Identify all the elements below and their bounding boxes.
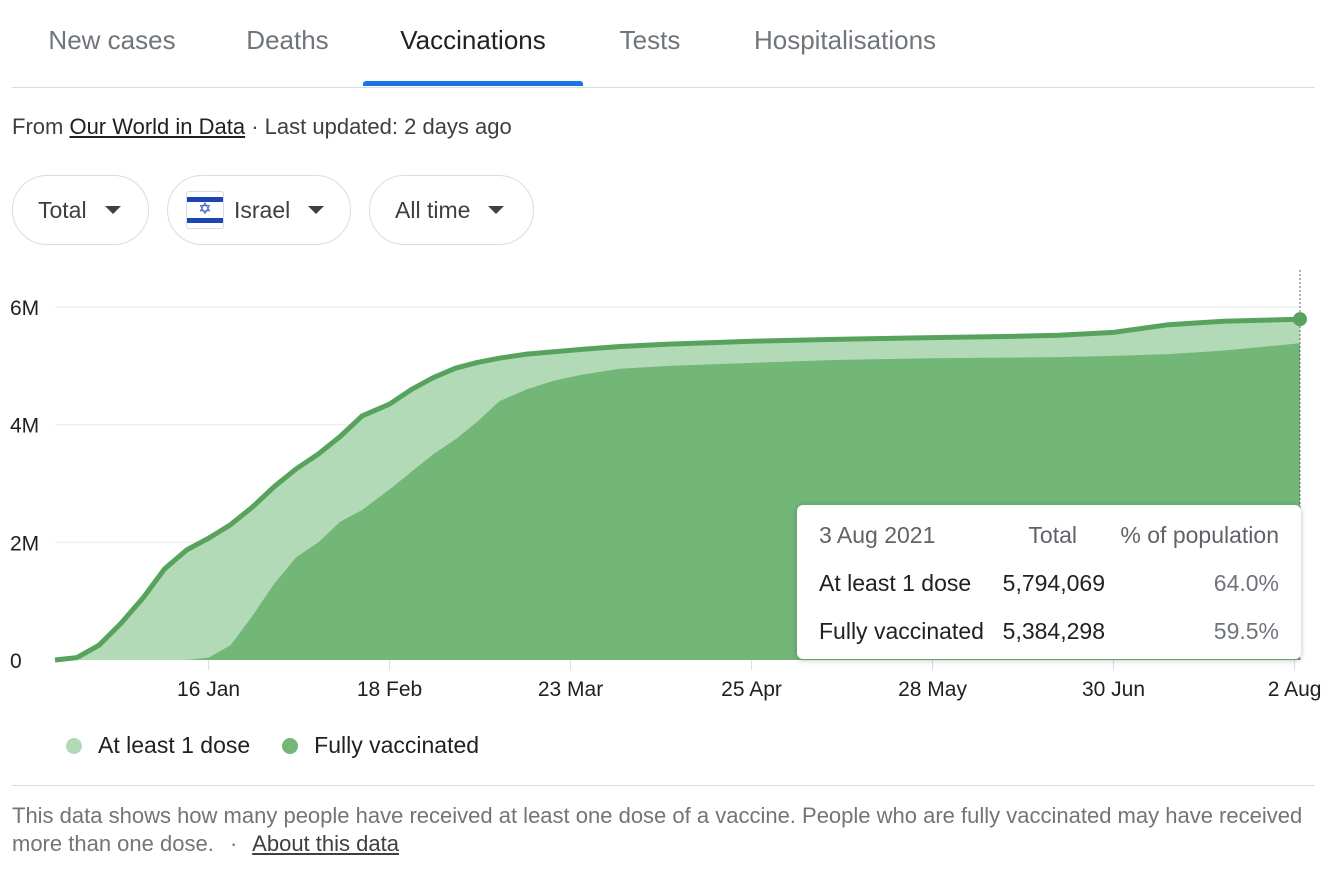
footnote-separator: · [229,831,238,856]
tab-bar: New cases Deaths Vaccinations Tests Hosp… [12,0,1315,88]
tooltip-row-total: 5,794,069 [1002,570,1105,596]
tab-vaccinations[interactable]: Vaccinations [400,25,546,55]
legend-item[interactable]: At least 1 dose [66,732,250,759]
israel-flag-icon: ✡ [186,191,224,229]
caret-down-icon [104,206,121,214]
chart-legend: At least 1 dose Fully vaccinated [66,732,511,759]
x-tick-label: 2 Aug [1268,678,1322,701]
tooltip-row-pct: 64.0% [1213,570,1279,596]
tooltip-row-total: 5,384,298 [1002,618,1105,644]
tab-hospitalisations[interactable]: Hospitalisations [753,25,937,55]
footnote: This data shows how many people have rec… [12,802,1312,858]
caret-down-icon [488,206,505,214]
hover-point[interactable] [1293,312,1307,327]
caret-down-icon [308,206,325,214]
last-updated: · Last updated: 2 days ago [251,114,512,139]
tooltip-row-label: At least 1 dose [819,570,972,596]
x-tick-label: 30 Jun [1082,678,1145,701]
y-tick-label: 0 [10,650,22,673]
legend-label: At least 1 dose [98,732,251,758]
legend-dot-icon [282,737,299,754]
tab-tests[interactable]: Tests [619,25,681,55]
x-tick-label: 18 Feb [357,678,422,701]
active-tab-indicator [363,81,583,86]
legend-item[interactable]: Fully vaccinated [282,732,479,759]
y-tick-label: 4M [10,415,39,438]
legend-dot-icon [66,737,82,754]
x-tick-label: 16 Jan [177,678,240,701]
source-link[interactable]: Our World in Data [69,114,246,139]
source-prefix: From [12,114,64,139]
line-at-least-1-dose [54,316,1301,663]
x-tick-label: 23 Mar [538,678,603,701]
tooltip-row-label: Fully vaccinated [819,618,984,644]
country-label: Israel [234,196,291,223]
metric-dropdown[interactable]: Total [12,175,149,245]
metric-label: Total [38,196,87,223]
tab-deaths[interactable]: Deaths [246,25,329,55]
x-axis-ticks: 16 Jan 18 Feb 23 Mar 25 Apr 28 May 30 Jun 2 Au… [177,660,1322,701]
y-tick-label: 2M [10,532,39,555]
tooltip-col-total: Total [1028,522,1077,548]
y-tick-label: 6M [10,297,39,320]
y-axis-ticks: 0 2M 4M 6M [10,297,39,673]
source-line: From Our World in Data · Last updated: 2… [12,114,512,140]
divider [12,785,1315,786]
tooltip-row-pct: 59.5% [1213,618,1279,644]
legend-label: Fully vaccinated [314,732,480,758]
time-range-dropdown[interactable]: All time [369,175,534,245]
time-range-label: All time [395,196,471,223]
country-dropdown[interactable]: ✡ Israel [167,175,351,245]
x-tick-label: 25 Apr [721,678,782,701]
tooltip-col-pct: % of population [1120,522,1279,548]
about-data-link[interactable]: About this data [252,831,399,856]
x-tick-label: 28 May [898,678,967,701]
tab-new-cases[interactable]: New cases [48,25,176,55]
footnote-text: This data shows how many people have rec… [12,803,1303,856]
chart-tooltip: 3 Aug 2021 Total % of population At leas… [797,505,1301,659]
tooltip-date: 3 Aug 2021 [819,522,936,548]
